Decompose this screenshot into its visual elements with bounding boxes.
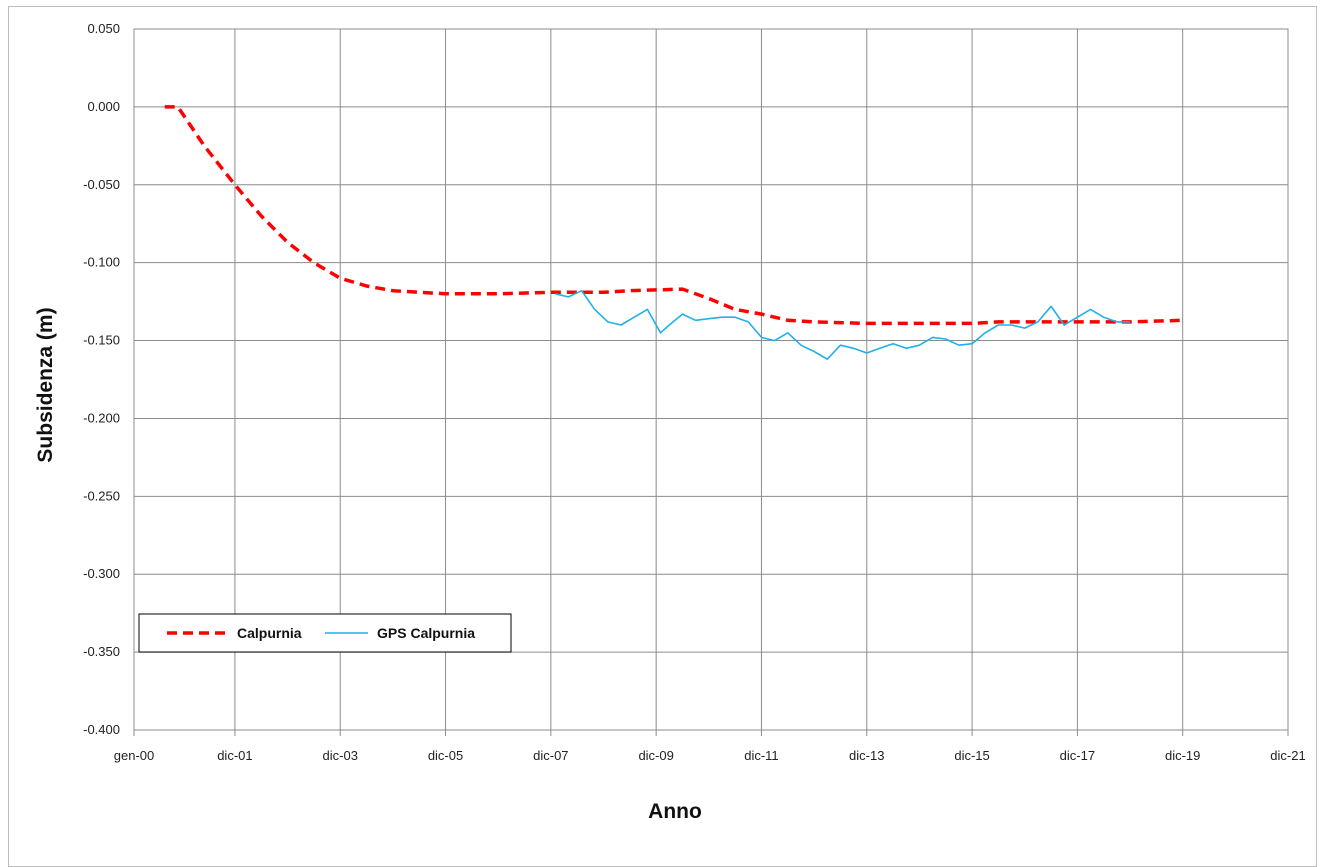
legend: Calpurnia GPS Calpurnia [138, 613, 512, 653]
y-tick-label: -0.350 [83, 644, 120, 659]
y-tick-label: -0.250 [83, 488, 120, 503]
x-tick-label: dic-17 [1060, 748, 1095, 763]
x-axis-title: Anno [648, 800, 702, 823]
y-tick-label: 0.050 [87, 21, 120, 36]
x-tick-label: dic-07 [533, 748, 568, 763]
y-tick-label: -0.300 [83, 566, 120, 581]
x-tick-label: dic-01 [217, 748, 252, 763]
y-tick-label: -0.200 [83, 410, 120, 425]
chart-frame [8, 6, 1317, 867]
tick-labels: 0.050 0.000 -0.050 -0.100 -0.150 -0.200 -0.250… [83, 21, 1306, 763]
x-tick-label: dic-11 [744, 748, 778, 763]
y-tick-label: -0.100 [83, 255, 120, 270]
y-tick-label: -0.050 [83, 177, 120, 192]
legend-label-calpurnia: Calpurnia [237, 625, 302, 641]
x-tick-label: dic-15 [954, 748, 989, 763]
series-layer [164, 105, 1183, 360]
legend-label-gps-calpurnia: GPS Calpurnia [377, 625, 475, 641]
x-tick-label: dic-21 [1270, 748, 1305, 763]
series-line-calpurnia [164, 105, 1183, 326]
x-tick-label: dic-05 [428, 748, 463, 763]
y-tick-label: 0.000 [87, 99, 120, 114]
y-axis-title: Subsidenza (m) [34, 307, 57, 462]
x-tick-label: dic-19 [1165, 748, 1200, 763]
x-tick-label: dic-13 [849, 748, 884, 763]
x-tick-label: dic-09 [638, 748, 673, 763]
series-line-gps-calpurnia [555, 289, 1130, 360]
x-tick-label: dic-03 [323, 748, 358, 763]
x-tick-label: gen-00 [114, 748, 154, 763]
y-tick-label: -0.400 [83, 722, 120, 737]
y-tick-label: -0.150 [83, 333, 120, 348]
